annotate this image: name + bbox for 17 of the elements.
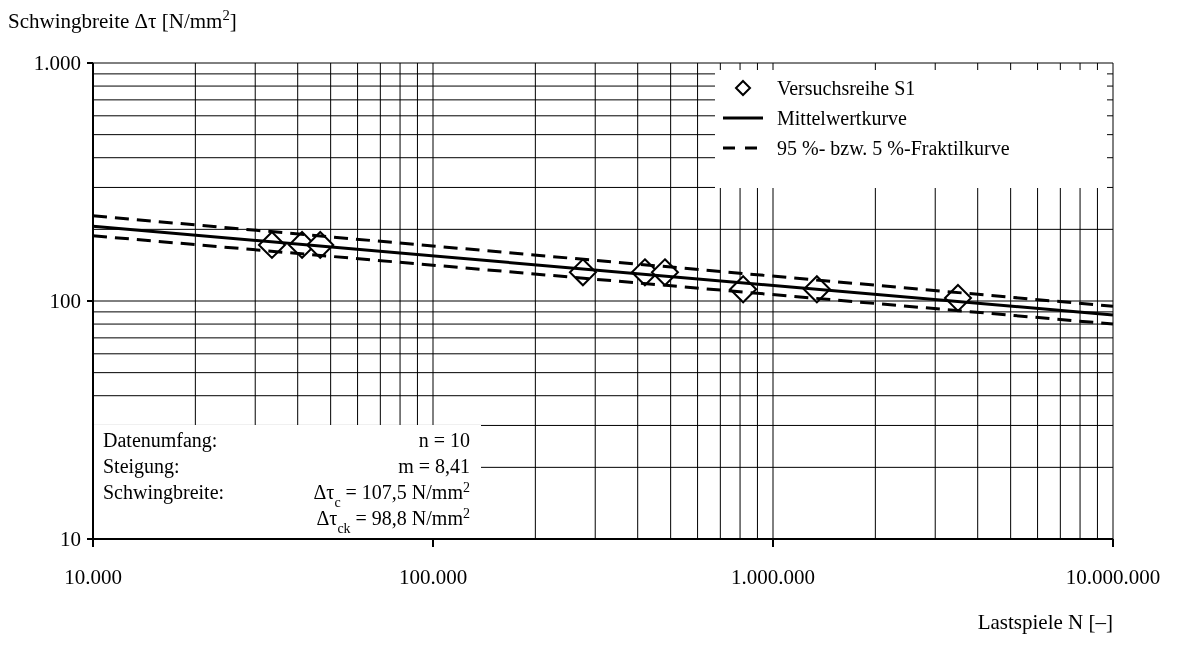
legend-label: 95 %- bzw. 5 %-Fraktilkurve xyxy=(777,137,1010,159)
x-tick-label: 10.000.000 xyxy=(1065,565,1161,589)
annotation: Steigung: xyxy=(103,455,180,478)
legend-label: Mittelwertkurve xyxy=(777,107,908,129)
annotation: m = 8,41 xyxy=(398,455,470,477)
annotation: Datenumfang: xyxy=(103,429,218,452)
y-tick-label: 1.000 xyxy=(33,51,81,76)
annotation: Schwingbreite: xyxy=(103,481,225,504)
y-tick-label: 100 xyxy=(49,289,81,314)
y-axis-title: Schwingbreite Δτ [N/mm$^{2}$] xyxy=(8,7,237,33)
annotation: n = 10 xyxy=(418,429,470,451)
x-axis-title: Lastspiele N [–] xyxy=(977,610,1113,634)
x-tick-label: 1.000.000 xyxy=(731,565,815,589)
y-tick-label: 10 xyxy=(60,527,81,552)
x-tick-label: 10.000 xyxy=(64,565,122,589)
legend-label: Versuchsreihe S1 xyxy=(777,77,916,99)
x-tick-label: 100.000 xyxy=(398,565,468,589)
